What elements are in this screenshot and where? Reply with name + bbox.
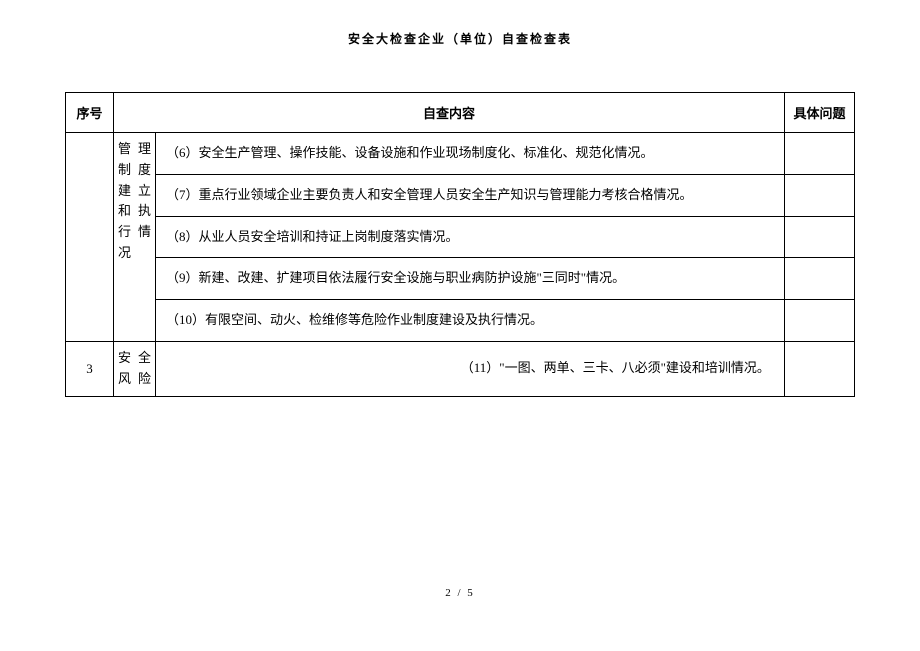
cell-seq-1 bbox=[66, 133, 114, 342]
table-row: （8）从业人员安全培训和持证上岗制度落实情况。 bbox=[66, 216, 855, 258]
cell-issue-11 bbox=[784, 341, 854, 396]
cell-issue-9 bbox=[784, 258, 854, 300]
table-row: （10）有限空间、动火、检维修等危险作业制度建设及执行情况。 bbox=[66, 300, 855, 342]
cell-category-1: 管理制度建立和执行情况 bbox=[114, 133, 156, 342]
cell-content-6: （6）安全生产管理、操作技能、设备设施和作业现场制度化、标准化、规范化情况。 bbox=[156, 133, 785, 175]
cell-content-8: （8）从业人员安全培训和持证上岗制度落实情况。 bbox=[156, 216, 785, 258]
checklist-table: 序号 自查内容 具体问题 管理制度建立和执行情况 （6）安全生产管理、操作技能、… bbox=[65, 92, 855, 397]
cell-content-11: （11）"一图、两单、三卡、八必须"建设和培训情况。 bbox=[156, 341, 785, 396]
table-row: （9）新建、改建、扩建项目依法履行安全设施与职业病防护设施"三同时"情况。 bbox=[66, 258, 855, 300]
document-title: 安全大检查企业（单位）自查检查表 bbox=[0, 0, 920, 92]
table-header-row: 序号 自查内容 具体问题 bbox=[66, 93, 855, 133]
table-container: 序号 自查内容 具体问题 管理制度建立和执行情况 （6）安全生产管理、操作技能、… bbox=[0, 92, 920, 397]
cell-issue-8 bbox=[784, 216, 854, 258]
cell-seq-2: 3 bbox=[66, 341, 114, 396]
cell-issue-7 bbox=[784, 174, 854, 216]
cell-content-10: （10）有限空间、动火、检维修等危险作业制度建设及执行情况。 bbox=[156, 300, 785, 342]
header-issue: 具体问题 bbox=[784, 93, 854, 133]
table-row: 管理制度建立和执行情况 （6）安全生产管理、操作技能、设备设施和作业现场制度化、… bbox=[66, 133, 855, 175]
header-seq: 序号 bbox=[66, 93, 114, 133]
cell-category-2: 安全风险 bbox=[114, 341, 156, 396]
cell-issue-6 bbox=[784, 133, 854, 175]
cell-content-7: （7）重点行业领域企业主要负责人和安全管理人员安全生产知识与管理能力考核合格情况… bbox=[156, 174, 785, 216]
page-footer: 2 / 5 bbox=[0, 587, 920, 599]
cell-content-9: （9）新建、改建、扩建项目依法履行安全设施与职业病防护设施"三同时"情况。 bbox=[156, 258, 785, 300]
cell-issue-10 bbox=[784, 300, 854, 342]
table-row: （7）重点行业领域企业主要负责人和安全管理人员安全生产知识与管理能力考核合格情况… bbox=[66, 174, 855, 216]
table-row: 3 安全风险 （11）"一图、两单、三卡、八必须"建设和培训情况。 bbox=[66, 341, 855, 396]
header-content: 自查内容 bbox=[114, 93, 785, 133]
